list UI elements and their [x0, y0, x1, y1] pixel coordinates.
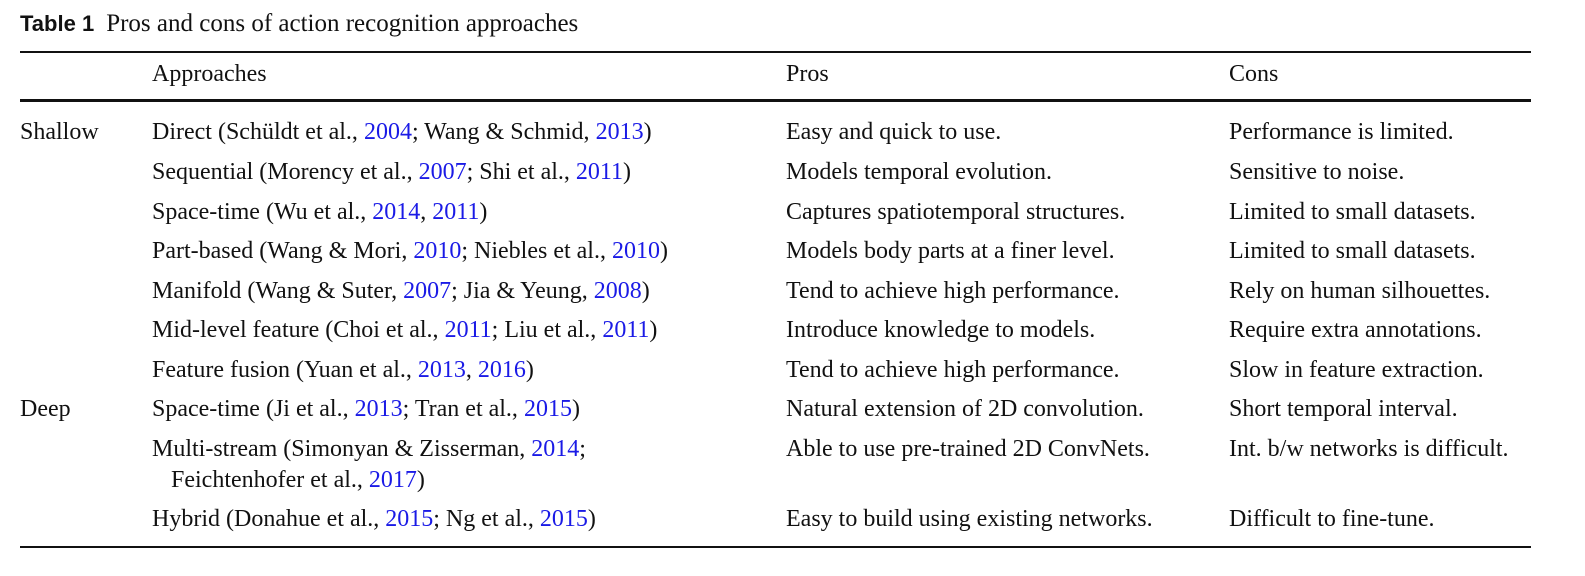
pros-cell: Tend to achieve high performance.	[786, 278, 1120, 304]
approach-cell: Sequential (Morency et al., 2007; Shi et…	[152, 157, 631, 188]
header-pros: Pros	[786, 61, 829, 87]
citation-year-link[interactable]: 2008	[593, 278, 642, 304]
cons-cell: Short temporal interval.	[1229, 396, 1458, 422]
table-label: Table 1	[20, 11, 95, 36]
pros-cell: Introduce knowledge to models.	[786, 317, 1096, 343]
approach-text: ; Jia & Yeung,	[451, 278, 594, 304]
citation-year-link[interactable]: 2017	[368, 467, 417, 493]
approach-text: ; Tran et al.,	[402, 396, 524, 422]
pros-cell: Models body parts at a finer level.	[786, 238, 1115, 264]
citation-year-link[interactable]: 2011	[444, 317, 492, 343]
cons-cell: Performance is limited.	[1229, 119, 1454, 145]
cons-cell: Int. b/w networks is difficult.	[1229, 436, 1509, 462]
table-title: Pros and cons of action recognition appr…	[106, 10, 579, 37]
group-label-shallow: Shallow	[20, 119, 99, 145]
approach-text: ; Liu et al.,	[491, 317, 603, 343]
citation-year-link[interactable]: 2015	[523, 396, 572, 422]
approach-text: Part-based (Wang & Mori,	[152, 238, 414, 264]
cons-cell: Limited to small datasets.	[1229, 199, 1476, 225]
approach-text: ;	[579, 436, 586, 462]
citation-year-link[interactable]: 2014	[531, 436, 580, 462]
approach-text: )	[479, 199, 488, 225]
approach-text: ,	[420, 199, 433, 225]
citation-year-link[interactable]: 2011	[602, 317, 650, 343]
approach-text: ,	[465, 357, 478, 383]
approach-text: Feichtenhofer et al.,	[171, 467, 369, 493]
approach-text: )	[623, 159, 632, 185]
approach-cell: Direct (Schüldt et al., 2004; Wang & Sch…	[152, 117, 652, 148]
pros-cell: Models temporal evolution.	[786, 159, 1052, 185]
citation-year-link[interactable]: 2004	[363, 119, 412, 145]
cons-cell: Sensitive to noise.	[1229, 159, 1405, 185]
approach-text: Space-time (Ji et al.,	[152, 396, 355, 422]
approach-text: Sequential (Morency et al.,	[152, 159, 419, 185]
approach-cell: Feature fusion (Yuan et al., 2013, 2016)	[152, 355, 534, 386]
citation-year-link[interactable]: 2016	[477, 357, 526, 383]
approach-text: )	[571, 396, 580, 422]
citation-year-link[interactable]: 2015	[539, 506, 588, 532]
cons-cell: Rely on human silhouettes.	[1229, 278, 1491, 304]
group-label-deep: Deep	[20, 396, 71, 422]
approach-text: Space-time (Wu et al.,	[152, 199, 373, 225]
approach-text: )	[641, 278, 650, 304]
citation-year-link[interactable]: 2013	[354, 396, 403, 422]
pros-cell: Able to use pre-trained 2D ConvNets.	[786, 436, 1150, 462]
approach-text: ; Niebles et al.,	[461, 238, 612, 264]
pros-cell: Tend to achieve high performance.	[786, 357, 1120, 383]
approach-text: Feature fusion (Yuan et al.,	[152, 357, 418, 383]
approach-text: ; Shi et al.,	[466, 159, 576, 185]
approach-text: )	[649, 317, 658, 343]
approach-cell: Space-time (Ji et al., 2013; Tran et al.…	[152, 394, 580, 425]
approach-text: )	[643, 119, 652, 145]
approach-text: ; Ng et al.,	[433, 506, 540, 532]
header-cons: Cons	[1229, 61, 1279, 87]
bottom-rule	[20, 546, 1531, 548]
approach-text: )	[659, 238, 668, 264]
top-rule	[20, 51, 1531, 53]
pros-cell: Easy and quick to use.	[786, 119, 1002, 145]
cons-cell: Slow in feature extraction.	[1229, 357, 1484, 383]
header-rule	[20, 99, 1531, 102]
approach-text: )	[587, 506, 596, 532]
table-caption: Table 1 Pros and cons of action recogniti…	[20, 10, 578, 38]
citation-year-link[interactable]: 2013	[595, 119, 644, 145]
citation-year-link[interactable]: 2010	[413, 238, 462, 264]
approach-cell: Part-based (Wang & Mori, 2010; Niebles e…	[152, 236, 668, 267]
cons-cell: Require extra annotations.	[1229, 317, 1482, 343]
approach-cell: Mid-level feature (Choi et al., 2011; Li…	[152, 315, 657, 346]
citation-year-link[interactable]: 2014	[372, 199, 421, 225]
approach-cell: Space-time (Wu et al., 2014, 2011)	[152, 197, 487, 228]
approach-cell: Manifold (Wang & Suter, 2007; Jia & Yeun…	[152, 276, 650, 307]
pros-cell: Captures spatiotemporal structures.	[786, 199, 1126, 225]
approach-text: )	[416, 467, 425, 493]
citation-year-link[interactable]: 2013	[417, 357, 466, 383]
approach-cell: Multi-stream (Simonyan & Zisserman, 2014…	[152, 434, 586, 496]
approach-text: Hybrid (Donahue et al.,	[152, 506, 386, 532]
approach-text: Mid-level feature (Choi et al.,	[152, 317, 445, 343]
approach-text: Manifold (Wang & Suter,	[152, 278, 404, 304]
approach-text: Multi-stream (Simonyan & Zisserman,	[152, 436, 532, 462]
citation-year-link[interactable]: 2007	[403, 278, 452, 304]
approach-text: ; Wang & Schmid,	[411, 119, 596, 145]
citation-year-link[interactable]: 2015	[385, 506, 434, 532]
approach-text: )	[525, 357, 534, 383]
pros-cell: Easy to build using existing networks.	[786, 506, 1153, 532]
header-approaches: Approaches	[152, 61, 267, 87]
cons-cell: Difficult to fine-tune.	[1229, 506, 1435, 532]
citation-year-link[interactable]: 2011	[432, 199, 480, 225]
cons-cell: Limited to small datasets.	[1229, 238, 1476, 264]
approach-continuation: Feichtenhofer et al., 2017)	[152, 465, 586, 496]
approach-cell: Hybrid (Donahue et al., 2015; Ng et al.,…	[152, 504, 596, 535]
pros-cell: Natural extension of 2D convolution.	[786, 396, 1144, 422]
approach-text: Direct (Schüldt et al.,	[152, 119, 364, 145]
citation-year-link[interactable]: 2011	[575, 159, 624, 185]
citation-year-link[interactable]: 2007	[418, 159, 467, 185]
citation-year-link[interactable]: 2010	[611, 238, 660, 264]
